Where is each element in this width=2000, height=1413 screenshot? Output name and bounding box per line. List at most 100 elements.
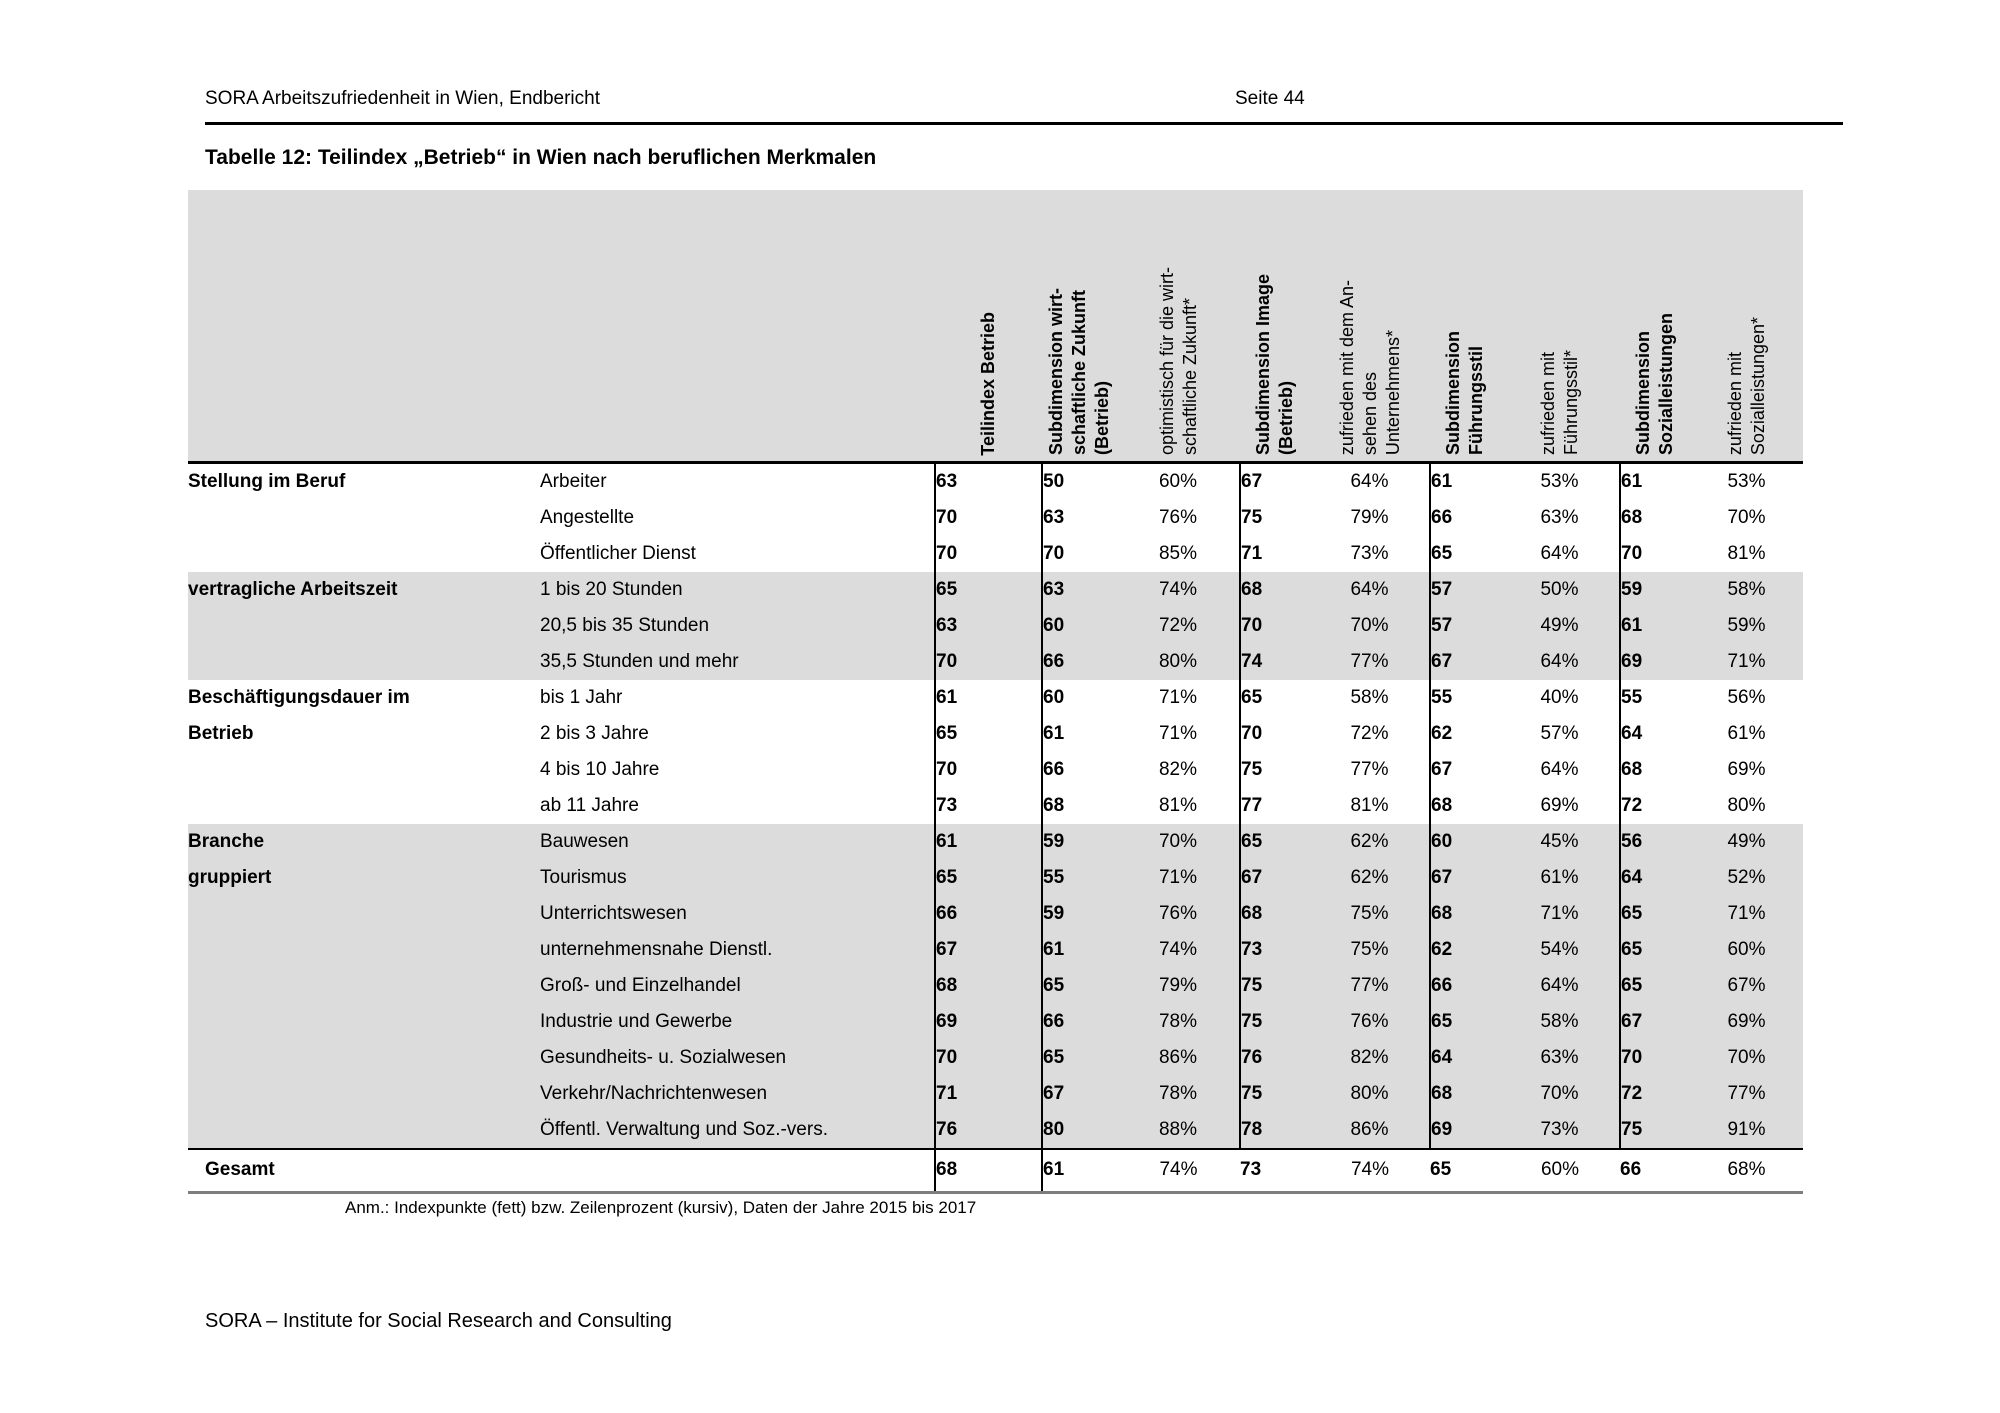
- index-value-cell: 65: [1430, 1147, 1500, 1194]
- index-value-cell: 70: [934, 535, 1042, 572]
- column-header: Subdimension Image (Betrieb): [1240, 190, 1310, 464]
- index-value-cell: 68: [1429, 787, 1500, 824]
- row-label-cell: 1 bis 20 Stunden: [540, 571, 935, 608]
- percent-value-cell: 64%: [1540, 542, 1579, 564]
- column-header-label: optimistisch für die wirt- schaftliche Z…: [1156, 267, 1200, 456]
- percent-value-cell: 86%: [1310, 1111, 1430, 1149]
- percent-value-cell: 58%: [1350, 686, 1389, 708]
- index-value-cell: 60: [1429, 823, 1500, 860]
- table-row: ab 11 Jahre 73 68 81% 77 81% 68 69% 72 80%: [188, 787, 1803, 824]
- percent-value-cell: 45%: [1500, 823, 1620, 860]
- table-title: Tabelle 12: Teilindex „Betrieb“ in Wien …: [205, 146, 877, 169]
- row-label-cell: Öffentlicher Dienst: [540, 542, 696, 564]
- index-value-cell: 65: [934, 571, 1042, 608]
- column-header: Subdimension wirt- schaftliche Zukunft (…: [1042, 190, 1117, 464]
- column-header: optimistisch für die wirt- schaftliche Z…: [1117, 190, 1240, 464]
- index-value-cell: 65: [1429, 1003, 1500, 1040]
- percent-value-cell: 76%: [1158, 506, 1198, 528]
- percent-value-cell: 71%: [1690, 895, 1803, 932]
- percent-value-cell: 82%: [1310, 1039, 1430, 1076]
- index-value-cell: 62: [1429, 715, 1500, 752]
- index-value-cell: 67: [1619, 1003, 1690, 1040]
- row-label-cell: Industrie und Gewerbe: [540, 1003, 935, 1040]
- index-value-cell: 77: [1239, 787, 1310, 824]
- percent-value-cell: 62%: [1310, 823, 1430, 860]
- table-row: 35,5 Stunden und mehr 70 66 80% 74 77% 67 64% 69…: [188, 643, 1803, 680]
- row-label-cell: Angestellte: [540, 506, 635, 528]
- percent-value-cell: 76%: [1117, 895, 1240, 932]
- percent-value-cell: 73%: [1500, 1111, 1620, 1149]
- percent-value-cell: 72%: [1350, 722, 1389, 744]
- column-header-label: zufrieden mit dem An- sehen des Unterneh…: [1336, 280, 1403, 456]
- index-value-cell: 67: [1239, 859, 1310, 896]
- table-row: Unterrichtswesen 66 59 76% 68 75% 68 71% 65 71%: [188, 895, 1803, 932]
- index-value-cell: 67: [1429, 859, 1500, 896]
- index-value-cell: 63: [1041, 571, 1117, 608]
- index-value-cell: 64: [1619, 859, 1690, 896]
- column-header: zufrieden mit Führungsstil*: [1500, 190, 1620, 464]
- header-corner: [188, 190, 935, 464]
- row-label-cell: Gesundheits- u. Sozialwesen: [540, 1039, 935, 1076]
- index-value-cell: 66: [934, 895, 1042, 932]
- percent-value-cell: 70%: [1117, 823, 1240, 860]
- index-value-cell: 65: [1041, 967, 1117, 1004]
- index-value-cell: 55: [1429, 679, 1500, 716]
- index-value-cell: 80: [1041, 1111, 1117, 1149]
- index-value-cell: 64: [1619, 715, 1690, 752]
- row-label-cell: Arbeiter: [540, 470, 607, 492]
- data-table: Teilindex Betrieb Subdimension wirt- scha…: [188, 190, 1803, 1194]
- index-value-cell: 75: [1239, 499, 1310, 536]
- percent-value-cell: 76%: [1310, 1003, 1430, 1040]
- index-value-cell: 70: [1239, 607, 1310, 644]
- percent-value-cell: 80%: [1727, 794, 1766, 816]
- index-value-cell: 72: [1619, 1075, 1690, 1112]
- percent-value-cell: 63%: [1500, 1039, 1620, 1076]
- row-label-cell: Groß- und Einzelhandel: [540, 967, 935, 1004]
- index-value-cell: 66: [1429, 967, 1500, 1004]
- percent-value-cell: 78%: [1117, 1003, 1240, 1040]
- percent-value-cell: 58%: [1500, 1003, 1620, 1040]
- index-value-cell: 76: [1239, 1039, 1310, 1076]
- percent-value-cell: 64%: [1350, 470, 1389, 492]
- index-value-cell: 75: [1239, 751, 1310, 788]
- percent-value-cell: 58%: [1690, 571, 1803, 608]
- row-label-cell: 4 bis 10 Jahre: [540, 758, 660, 780]
- percent-value-cell: 72%: [1117, 607, 1240, 644]
- table-row: vertragliche Arbeitszeit 1 bis 20 Stunden…: [188, 571, 1803, 680]
- index-value-cell: 68: [1041, 787, 1117, 824]
- percent-value-cell: 75%: [1310, 895, 1430, 932]
- percent-value-cell: 67%: [1690, 967, 1803, 1004]
- group-label-cell: vertragliche Arbeitszeit: [188, 571, 540, 680]
- percent-value-cell: 77%: [1350, 758, 1389, 780]
- percent-value-cell: 60%: [1500, 1147, 1620, 1194]
- index-value-cell: 65: [934, 715, 1042, 752]
- row-label-cell: Unterrichtswesen: [540, 895, 935, 932]
- index-value-cell: 64: [1429, 1039, 1500, 1076]
- index-value-cell: 75: [1239, 1075, 1310, 1112]
- percent-value-cell: 70%: [1727, 506, 1766, 528]
- percent-value-cell: 75%: [1310, 931, 1430, 968]
- group-label-cell: Stellung im Beruf: [188, 470, 346, 492]
- index-value-cell: 60: [1041, 679, 1117, 716]
- table-row: Gesundheits- u. Sozialwesen 70 65 86% 76 82% 6…: [188, 1039, 1803, 1076]
- index-value-cell: 61: [1619, 607, 1690, 644]
- index-value-cell: 70: [934, 751, 1042, 788]
- index-value-cell: 61: [934, 679, 1042, 716]
- column-header-label: zufrieden mit Führungsstil*: [1538, 350, 1581, 456]
- index-value-cell: 59: [1619, 571, 1690, 608]
- percent-value-cell: 69%: [1540, 794, 1579, 816]
- percent-value-cell: 61%: [1727, 722, 1766, 744]
- percent-value-cell: 64%: [1500, 967, 1620, 1004]
- table-row: Angestellte 70 63 76% 75 79% 66 63% 68 70%: [188, 499, 1803, 536]
- percent-value-cell: 86%: [1117, 1039, 1240, 1076]
- index-value-cell: 65: [1619, 931, 1690, 968]
- index-value-cell: 65: [1619, 895, 1690, 932]
- column-header-label: Subdimension Sozialleistungen: [1633, 313, 1676, 456]
- index-value-cell: 67: [1429, 643, 1500, 680]
- percent-value-cell: 71%: [1690, 643, 1803, 680]
- index-value-cell: 70: [1619, 1039, 1690, 1076]
- index-value-cell: 68: [1429, 1075, 1500, 1112]
- column-header-label: Subdimension wirt- schaftliche Zukunft (…: [1046, 288, 1112, 456]
- percent-value-cell: 62%: [1310, 859, 1430, 896]
- index-value-cell: 67: [1041, 1075, 1117, 1112]
